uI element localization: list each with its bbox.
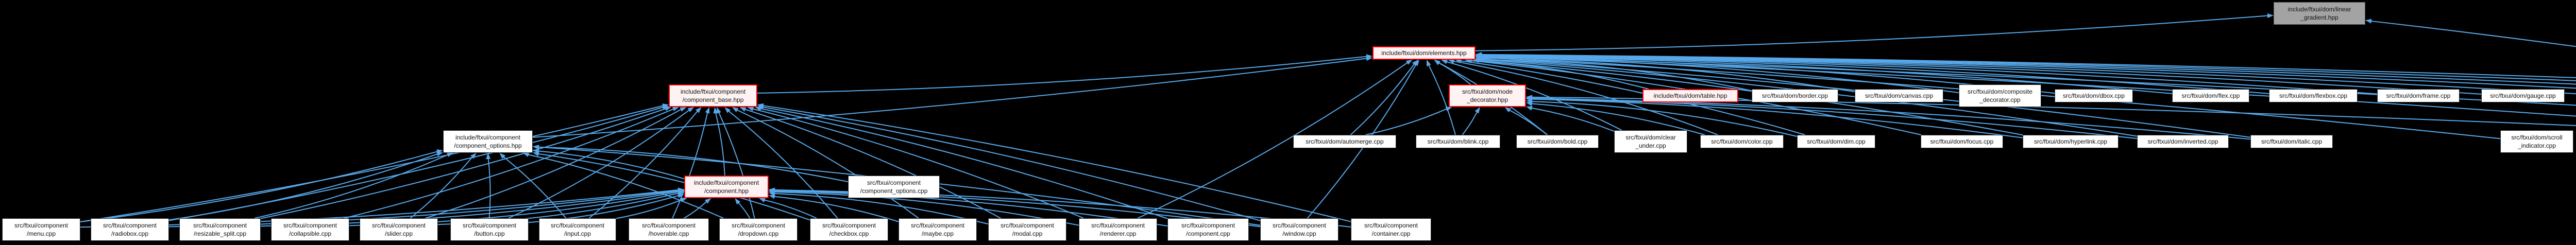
graph-node-flex-cpp[interactable]: src/ftxui/dom/flex.cpp: [2172, 89, 2249, 102]
graph-node-hoverable-cpp[interactable]: src/ftxui/component /hoverable.cpp: [629, 218, 709, 241]
graph-node-table-hpp[interactable]: include/ftxui/dom/table.hpp: [1642, 89, 1738, 102]
graph-node-italic-cpp[interactable]: src/ftxui/dom/italic.cpp: [2250, 135, 2333, 148]
graph-node-inverted-cpp[interactable]: src/ftxui/dom/inverted.cpp: [2137, 135, 2229, 148]
graph-node-color-cpp[interactable]: src/ftxui/dom/color.cpp: [1700, 135, 1784, 148]
graph-node-dropdown-cpp[interactable]: src/ftxui/component /dropdown.cpp: [719, 218, 798, 241]
graph-node-border-cpp[interactable]: src/ftxui/dom/border.cpp: [1752, 89, 1838, 102]
graph-node-blink-cpp[interactable]: src/ftxui/dom/blink.cpp: [1416, 135, 1500, 148]
graph-node-automerge-cpp[interactable]: src/ftxui/dom/automerge.cpp: [1293, 135, 1396, 148]
graph-node-hyperlink-cpp[interactable]: src/ftxui/dom/hyperlink.cpp: [2023, 135, 2119, 148]
graph-node-container-cpp[interactable]: src/ftxui/component /container.cpp: [1351, 218, 1431, 241]
graph-node-elements[interactable]: include/ftxui/dom/elements.hpp: [1372, 46, 1476, 60]
graph-node-component-cpp[interactable]: src/ftxui/component /component.cpp: [1167, 218, 1249, 241]
graph-node-composite-decorator[interactable]: src/ftxui/dom/composite _decorator.cpp: [1959, 84, 2041, 107]
graph-node-component-options-cpp[interactable]: src/ftxui/component /component_options.c…: [848, 176, 940, 198]
graph-node-window-cpp[interactable]: src/ftxui/component /window.cpp: [1260, 218, 1338, 241]
graph-node-checkbox-cpp[interactable]: src/ftxui/component /checkbox.cpp: [810, 218, 888, 241]
graph-node-frame-cpp[interactable]: src/ftxui/dom/frame.cpp: [2377, 89, 2460, 102]
graph-node-clear-under-cpp[interactable]: src/ftxui/dom/clear _under.cpp: [1614, 130, 1687, 153]
graph-node-component-options-hpp[interactable]: include/ftxui/component /component_optio…: [443, 130, 533, 153]
graph-node-flexbox-cpp[interactable]: src/ftxui/dom/flexbox.cpp: [2269, 89, 2358, 102]
graph-node-slider-cpp[interactable]: src/ftxui/component /slider.cpp: [360, 218, 438, 241]
graph-node-gauge-cpp[interactable]: src/ftxui/dom/gauge.cpp: [2481, 89, 2565, 102]
graph-node-button-cpp[interactable]: src/ftxui/component /button.cpp: [450, 218, 529, 241]
graph-node-collapsible-cpp[interactable]: src/ftxui/component /collapsible.cpp: [271, 218, 349, 241]
graph-node-menu-cpp[interactable]: src/ftxui/component /menu.cpp: [2, 218, 80, 241]
graph-node-lg-hpp[interactable]: include/ftxui/dom/linear _gradient.hpp: [2274, 2, 2365, 25]
graph-node-radiobox-cpp[interactable]: src/ftxui/component /radiobox.cpp: [91, 218, 169, 241]
graph-node-modal-cpp[interactable]: src/ftxui/component /modal.cpp: [988, 218, 1066, 241]
graph-node-renderer-cpp[interactable]: src/ftxui/component /renderer.cpp: [1079, 218, 1157, 241]
graph-node-dim-cpp[interactable]: src/ftxui/dom/dim.cpp: [1797, 135, 1875, 148]
graph-node-node-decorator[interactable]: src/ftxui/dom/node _decorator.hpp: [1449, 84, 1526, 107]
graph-node-input-cpp[interactable]: src/ftxui/component /input.cpp: [539, 218, 616, 241]
graph-node-component-base[interactable]: include/ftxui/component /component_base.…: [669, 84, 757, 107]
graph-node-bold-cpp[interactable]: src/ftxui/dom/bold.cpp: [1516, 135, 1599, 148]
graph-node-component-hpp[interactable]: include/ftxui/component /component.hpp: [684, 176, 769, 198]
graph-node-focus-cpp[interactable]: src/ftxui/dom/focus.cpp: [1921, 135, 2003, 148]
graph-node-maybe-cpp[interactable]: src/ftxui/component /maybe.cpp: [899, 218, 977, 241]
graph-node-canvas-cpp[interactable]: src/ftxui/dom/canvas.cpp: [1855, 89, 1943, 102]
graph-node-dbox-cpp[interactable]: src/ftxui/dom/dbox.cpp: [2055, 89, 2133, 102]
graph-node-scroll-indicator-cpp[interactable]: src/ftxui/dom/scroll _indicator.cpp: [2500, 130, 2573, 153]
graph-node-resizable-split-cpp[interactable]: src/ftxui/component /resizable_split.cpp: [179, 218, 261, 241]
